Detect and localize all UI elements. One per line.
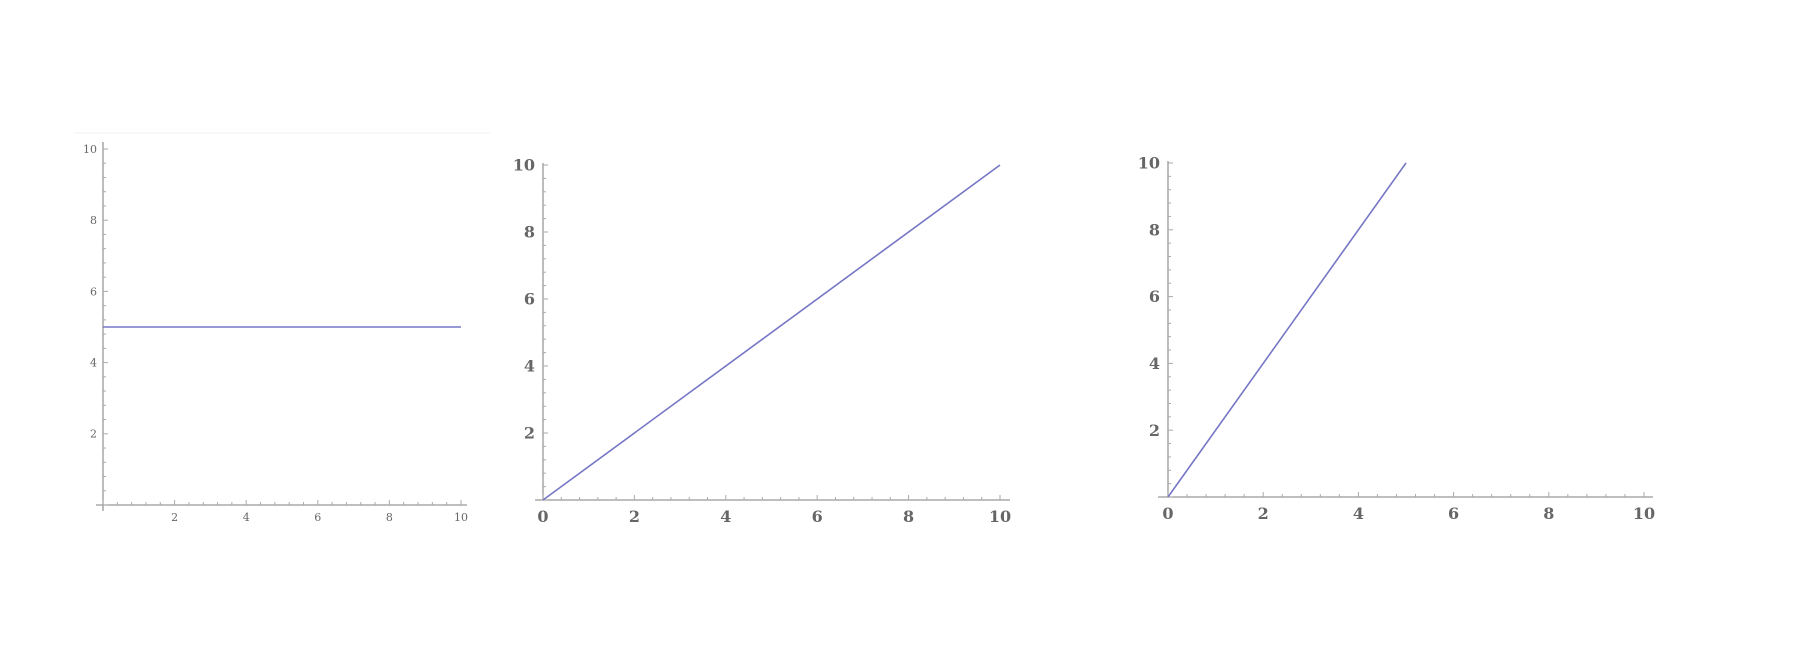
chart-1-y-tick-label: 6: [90, 285, 97, 298]
chart-1-x-tick-label: 8: [386, 511, 393, 524]
chart-1-y-tick-label: 8: [90, 214, 97, 227]
chart-2-x-tick-label: 10: [989, 507, 1011, 526]
chart-3-y-tick-label: 2: [1149, 421, 1160, 440]
chart-3-x-tick-label: 6: [1448, 504, 1459, 523]
chart-2-x-tick-label: 8: [903, 507, 914, 526]
chart-1-y-tick-label: 2: [90, 428, 97, 441]
chart-3-x-tick-label: 10: [1633, 504, 1655, 523]
chart-1-x-tick-label: 2: [171, 511, 178, 524]
chart-3-y-tick-label: 8: [1149, 220, 1160, 239]
chart-3-x-tick-label: 0: [1162, 504, 1173, 523]
chart-2-x-tick-label: 6: [812, 507, 823, 526]
chart-2-x-tick-label: 2: [629, 507, 640, 526]
chart-2-y-tick-label: 10: [513, 156, 535, 175]
chart-2-y-tick-label: 6: [524, 290, 535, 309]
chart-3-y-tick-label: 4: [1149, 354, 1160, 373]
chart-3-x-tick-label: 2: [1258, 504, 1269, 523]
chart-3-x-tick-label: 8: [1543, 504, 1554, 523]
chart-3-x-tick-label: 4: [1353, 504, 1364, 523]
chart-2-y-tick-label: 2: [524, 424, 535, 443]
chart-2-series-line: [542, 164, 1001, 501]
chart-2-y-tick-label: 8: [524, 223, 535, 242]
chart-1-y-tick-label: 4: [90, 356, 97, 369]
chart-1-x-tick-label: 4: [243, 511, 250, 524]
chart-1-x-tick-label: 10: [454, 511, 468, 524]
chart-3-y-tick-label: 6: [1149, 287, 1160, 306]
chart-2-x-tick-label: 0: [537, 507, 548, 526]
chart-2-y-tick-label: 4: [524, 357, 535, 376]
chart-3-y-tick-label: 10: [1138, 154, 1160, 173]
chart-1-y-tick-label: 10: [83, 143, 97, 156]
chart-2-x-tick-label: 4: [720, 507, 731, 526]
chart-3-series-line: [1167, 162, 1407, 498]
chart-1-x-tick-label: 6: [314, 511, 321, 524]
